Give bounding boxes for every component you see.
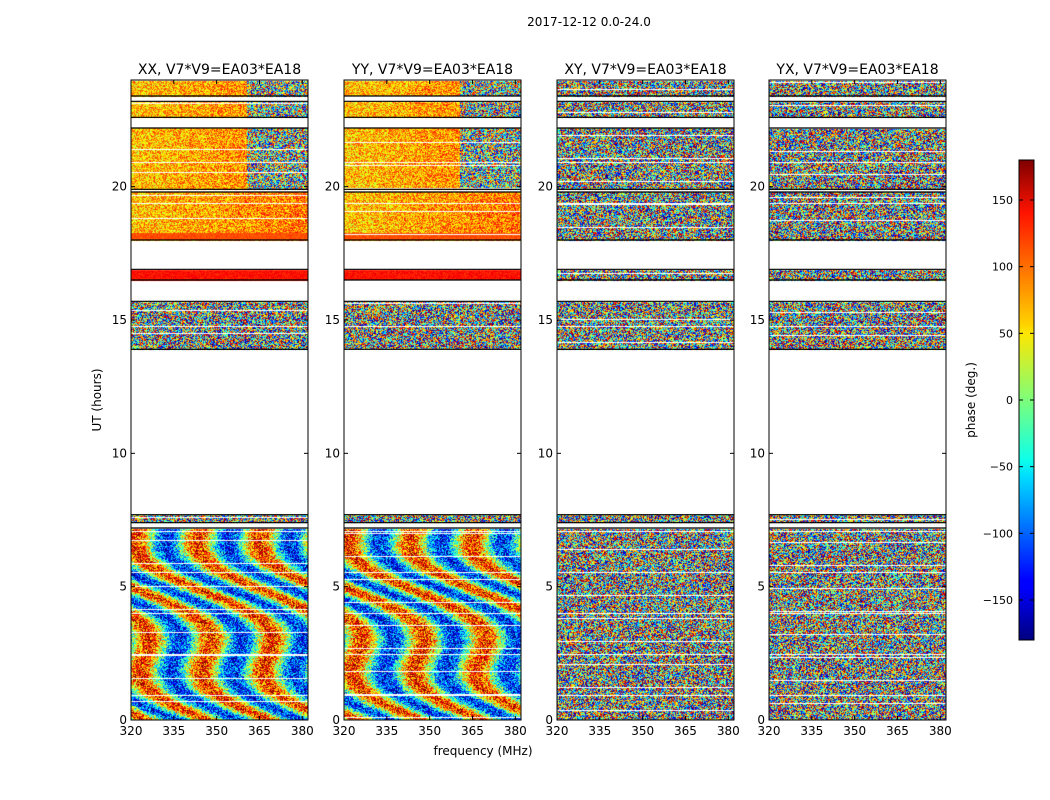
- colorbar: −150 −100 −50 0 50 100 150 phase (deg.): [964, 159, 1035, 641]
- panel-title: YX, V7*V9=EA03*EA18: [775, 62, 938, 78]
- colorbar-tick-label: −100: [983, 527, 1013, 540]
- panel-xx: XX, V7*V9=EA03*EA18 0 5 10 15 20 320 335 350 365 3…: [112, 62, 314, 738]
- y-tick-label: 0: [545, 713, 553, 727]
- y-tick-label: 20: [750, 180, 765, 194]
- y-tick-label: 15: [538, 313, 553, 327]
- y-tick-label: 15: [750, 313, 765, 327]
- x-tick-label: 380: [291, 724, 314, 738]
- y-tick-label: 20: [538, 180, 553, 194]
- colorbar-tick-label: 0: [1006, 394, 1013, 407]
- colorbar-ticks: −150 −100 −50 0 50 100 150: [983, 194, 1034, 607]
- y-tick-label: 5: [119, 580, 127, 594]
- panel-frame: [556, 79, 735, 721]
- x-tick-label: 335: [162, 724, 185, 738]
- x-tick-label: 320: [120, 724, 143, 738]
- panel-frame: [343, 79, 522, 721]
- y-tick-label: 10: [112, 446, 127, 460]
- x-tick-label: 365: [461, 724, 484, 738]
- figure-suptitle: 2017-12-12 0.0-24.0: [527, 15, 651, 29]
- x-tick-label: 335: [588, 724, 611, 738]
- y-tick-label: 10: [538, 446, 553, 460]
- x-tick-label: 335: [375, 724, 398, 738]
- colorbar-tick-label: −50: [990, 461, 1013, 474]
- y-tick-label: 5: [545, 580, 553, 594]
- x-tick-label: 335: [800, 724, 823, 738]
- y-tick-label: 20: [325, 180, 340, 194]
- y-tick-label: 5: [757, 580, 765, 594]
- panel-title: XY, V7*V9=EA03*EA18: [564, 62, 726, 78]
- heatmap-image: [769, 80, 946, 720]
- x-tick-label: 320: [546, 724, 569, 738]
- y-tick-label: 0: [332, 713, 340, 727]
- panels-layer: XX, V7*V9=EA03*EA18 0 5 10 15 20 320 335 350 365 3…: [112, 62, 952, 758]
- x-tick-label: 320: [758, 724, 781, 738]
- y-tick-label: 15: [112, 313, 127, 327]
- heatmap-image: [131, 80, 308, 720]
- y-tick-label: 15: [325, 313, 340, 327]
- y-tick-label: 0: [757, 713, 765, 727]
- y-tick-label: 5: [332, 580, 340, 594]
- colorbar-tick-label: 100: [992, 261, 1013, 274]
- x-tick-label: 365: [248, 724, 271, 738]
- x-tick-label: 350: [843, 724, 866, 738]
- x-tick-label: 350: [205, 724, 228, 738]
- x-tick-label: 365: [886, 724, 909, 738]
- y-tick-label: 10: [750, 446, 765, 460]
- panel-frame: [130, 79, 309, 721]
- y-tick-label: 0: [119, 713, 127, 727]
- panel-yx: YX, V7*V9=EA03*EA18 0 5 10 15 20 320 335 350 365 3…: [750, 62, 952, 738]
- panel-yy: YY, V7*V9=EA03*EA18 0 5 10 15 20 320 335 350 365 3…: [325, 62, 533, 758]
- x-tick-label: 380: [504, 724, 527, 738]
- colorbar-tick-label: 150: [992, 194, 1013, 207]
- x-axis-label: frequency (MHz): [433, 744, 532, 758]
- x-tick-label: 380: [717, 724, 740, 738]
- colorbar-label: phase (deg.): [964, 362, 978, 438]
- panel-title: YY, V7*V9=EA03*EA18: [351, 62, 513, 78]
- panel-title: XX, V7*V9=EA03*EA18: [138, 62, 301, 78]
- x-tick-label: 350: [631, 724, 654, 738]
- colorbar-tick-label: 50: [999, 327, 1013, 340]
- panel-frame: [768, 79, 947, 721]
- heatmap-image: [557, 80, 734, 720]
- x-tick-label: 380: [929, 724, 952, 738]
- panel-xy: XY, V7*V9=EA03*EA18 0 5 10 15 20 320 335 350 365 3…: [538, 62, 740, 738]
- heatmap-image: [344, 80, 521, 720]
- x-tick-label: 350: [418, 724, 441, 738]
- colorbar-tick-label: −150: [983, 594, 1013, 607]
- y-tick-label: 10: [325, 446, 340, 460]
- y-tick-label: 20: [112, 180, 127, 194]
- x-tick-label: 365: [674, 724, 697, 738]
- y-axis-label: UT (hours): [90, 368, 104, 431]
- x-tick-label: 320: [333, 724, 356, 738]
